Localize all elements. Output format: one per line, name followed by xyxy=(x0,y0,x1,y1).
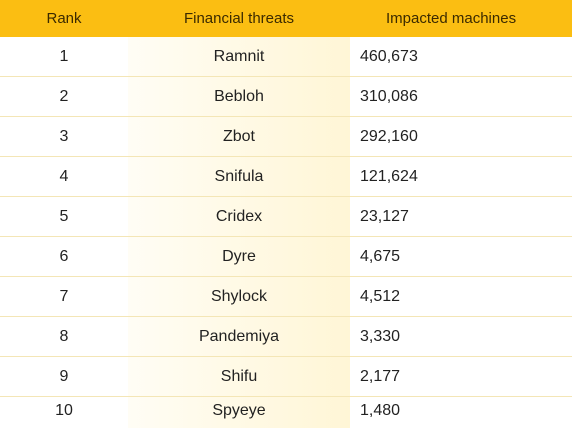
machines-cell: 460,673 xyxy=(360,48,418,65)
rank-cell: 5 xyxy=(59,208,69,225)
machines-cell: 3,330 xyxy=(360,328,401,345)
threat-cell: Pandemiya xyxy=(198,328,280,345)
rank-cell: 2 xyxy=(59,88,69,105)
table-row: 6 Dyre 4,675 xyxy=(0,237,572,277)
threat-cell: Snifula xyxy=(214,168,264,185)
table-row: 4 Snifula 121,624 xyxy=(0,157,572,197)
table-row: 2 Bebloh 310,086 xyxy=(0,77,572,117)
rank-cell: 1 xyxy=(59,48,69,65)
table-header: Rank Financial threats Impacted machines xyxy=(0,0,572,37)
machines-cell: 121,624 xyxy=(360,168,418,185)
machines-cell: 23,127 xyxy=(360,208,409,225)
table-row: 7 Shylock 4,512 xyxy=(0,277,572,317)
table-row: 5 Cridex 23,127 xyxy=(0,197,572,237)
rank-cell: 9 xyxy=(59,368,69,385)
table-row: 3 Zbot 292,160 xyxy=(0,117,572,157)
threat-cell: Dyre xyxy=(222,248,256,265)
header-rank: Rank xyxy=(46,10,82,27)
machines-cell: 2,177 xyxy=(360,368,401,385)
machines-cell: 292,160 xyxy=(360,128,418,145)
machines-cell: 310,086 xyxy=(360,88,418,105)
threat-cell: Zbot xyxy=(222,128,255,145)
machines-cell: 4,675 xyxy=(360,248,401,265)
threat-cell: Shifu xyxy=(220,368,258,385)
threat-cell: Cridex xyxy=(215,208,263,225)
machines-cell: 1,480 xyxy=(360,402,401,419)
rank-cell: 10 xyxy=(55,402,73,419)
header-financial-threats: Financial threats xyxy=(183,10,295,27)
table-row: 9 Shifu 2,177 xyxy=(0,357,572,397)
table-row: 10 Spyeye 1,480 xyxy=(0,391,572,431)
table-row: 8 Pandemiya 3,330 xyxy=(0,317,572,357)
threat-cell: Shylock xyxy=(210,288,268,305)
threat-cell: Ramnit xyxy=(213,48,265,65)
rank-cell: 8 xyxy=(59,328,69,345)
rank-cell: 3 xyxy=(59,128,69,145)
threat-cell: Bebloh xyxy=(214,88,264,105)
rank-cell: 4 xyxy=(59,168,69,185)
rank-cell: 6 xyxy=(59,248,69,265)
rank-cell: 7 xyxy=(59,288,69,305)
machines-cell: 4,512 xyxy=(360,288,401,305)
table-row: 1 Ramnit 460,673 xyxy=(0,37,572,77)
threat-cell: Spyeye xyxy=(212,402,266,419)
header-impacted-machines: Impacted machines xyxy=(386,10,517,27)
